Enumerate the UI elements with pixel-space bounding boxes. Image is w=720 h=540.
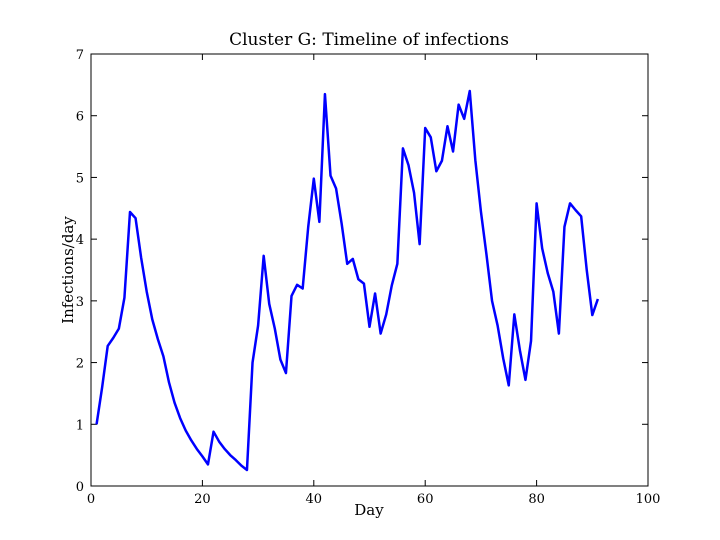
x-tick-label: 20 <box>194 492 211 507</box>
chart-title: Cluster G: Timeline of infections <box>229 30 509 50</box>
data-line <box>95 89 600 472</box>
x-tick-label: 40 <box>306 492 323 507</box>
y-tick-label: 7 <box>76 48 84 63</box>
y-axis-label: Infections/day <box>59 216 77 324</box>
y-tick-label: 6 <box>76 110 84 125</box>
x-tick-label: 100 <box>636 492 661 507</box>
y-tick-label: 0 <box>76 480 84 495</box>
x-axis-label: Day <box>354 501 384 519</box>
x-tick-label: 60 <box>417 492 434 507</box>
y-tick-label: 5 <box>76 171 84 186</box>
y-tick-label: 1 <box>76 418 84 433</box>
plot-frame <box>90 53 649 487</box>
y-tick-label: 2 <box>76 357 84 372</box>
y-tick-label: 4 <box>76 233 84 248</box>
x-tick-label: 80 <box>528 492 545 507</box>
y-tick-label: 3 <box>76 295 84 310</box>
x-tick-label: 0 <box>87 492 95 507</box>
